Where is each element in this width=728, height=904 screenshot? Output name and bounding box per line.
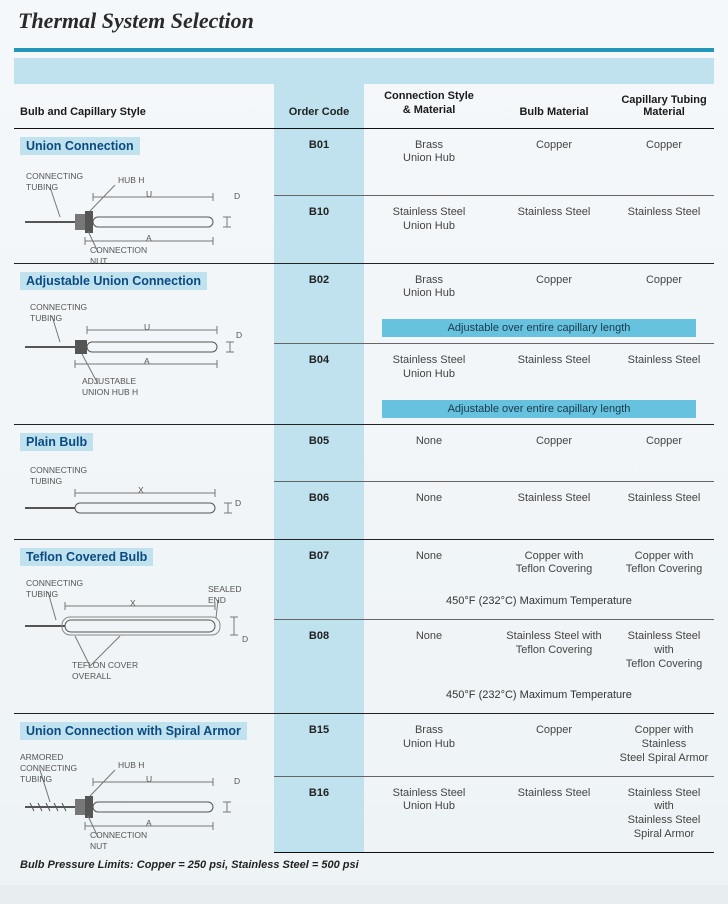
style-heading: Union Connection with Spiral Armor (20, 722, 247, 740)
page: Thermal System Selection Bulb and Capill… (0, 0, 728, 885)
selection-table: Bulb and Capillary Style Order Code Conn… (14, 84, 714, 853)
style-heading: Union Connection (20, 137, 140, 155)
table-row: Union Connection CONNECTINGTUBING HUB H … (14, 128, 714, 196)
note-bar: Adjustable over entire capillary length (382, 319, 697, 337)
style-cell: Plain Bulb CONNECTINGTUBING X D (14, 424, 274, 539)
bulb-cell: Stainless Steel withTeflon Covering (494, 620, 614, 682)
order-code: B05 (274, 424, 364, 482)
footer-note: Bulb Pressure Limits: Copper = 250 psi, … (20, 859, 714, 871)
cap-cell: Stainless Steel withTeflon Covering (614, 620, 714, 682)
bulb-cell: Stainless Steel (494, 776, 614, 852)
note-plain: 450°F (232°C) Maximum Temperature (368, 589, 710, 607)
connection-cell: None (364, 424, 494, 482)
cap-cell: Copper withTeflon Covering (614, 539, 714, 587)
style-cell: Union Connection CONNECTINGTUBING HUB H … (14, 128, 274, 263)
cap-cell: Stainless Steel withStainless Steel Spir… (614, 776, 714, 852)
order-code: B07 (274, 539, 364, 587)
connection-cell: Stainless SteelUnion Hub (364, 344, 494, 392)
cap-cell: Stainless Steel (614, 196, 714, 264)
accent-rule (14, 48, 714, 52)
connection-cell: None (364, 482, 494, 540)
cap-cell: Copper (614, 128, 714, 196)
connection-cell: BrassUnion Hub (364, 714, 494, 776)
style-cell: Adjustable Union Connection CONNECTINGTU… (14, 263, 274, 424)
order-code: B06 (274, 482, 364, 540)
cap-cell: Copper (614, 263, 714, 311)
diagram-adjustable: CONNECTINGTUBING U A D ADJUSTABLEUNION H… (20, 302, 268, 392)
style-heading: Plain Bulb (20, 433, 93, 451)
cap-cell: Copper (614, 424, 714, 482)
cap-cell: Stainless Steel (614, 344, 714, 392)
table-row: Teflon Covered Bulb CONNECTINGTUBING X S… (14, 539, 714, 587)
connection-cell: BrassUnion Hub (364, 128, 494, 196)
diagram-teflon: CONNECTINGTUBING X SEALEDEND D TEFLON CO… (20, 578, 268, 678)
connection-cell: Stainless SteelUnion Hub (364, 776, 494, 852)
table-row: Adjustable Union Connection CONNECTINGTU… (14, 263, 714, 311)
col-header-code: Order Code (274, 84, 364, 128)
header-band (14, 58, 714, 84)
order-code: B04 (274, 344, 364, 392)
order-code: B02 (274, 263, 364, 311)
connection-cell: BrassUnion Hub (364, 263, 494, 311)
order-code: B16 (274, 776, 364, 852)
table-header-row: Bulb and Capillary Style Order Code Conn… (14, 84, 714, 128)
note-bar: Adjustable over entire capillary length (382, 400, 697, 418)
diagram-armor: ARMOREDCONNECTINGTUBING HUB H U A D CONN… (20, 752, 268, 842)
order-code: B08 (274, 620, 364, 682)
col-header-cap: Capillary Tubing Material (614, 84, 714, 128)
bulb-cell: Stainless Steel (494, 344, 614, 392)
cap-cell: Copper with StainlessSteel Spiral Armor (614, 714, 714, 776)
style-cell: Teflon Covered Bulb CONNECTINGTUBING X S… (14, 539, 274, 714)
col-header-style: Bulb and Capillary Style (14, 84, 274, 128)
order-code: B15 (274, 714, 364, 776)
connection-cell: Stainless SteelUnion Hub (364, 196, 494, 264)
style-heading: Teflon Covered Bulb (20, 548, 153, 566)
cap-cell: Stainless Steel (614, 482, 714, 540)
style-heading: Adjustable Union Connection (20, 272, 207, 290)
col-header-bulb: Bulb Material (494, 84, 614, 128)
page-title: Thermal System Selection (18, 8, 714, 34)
table-row: Plain Bulb CONNECTINGTUBING X D B05NoneC… (14, 424, 714, 482)
diagram-plain: CONNECTINGTUBING X D (20, 463, 268, 533)
style-cell: Union Connection with Spiral Armor ARMOR… (14, 714, 274, 852)
bulb-cell: Stainless Steel (494, 482, 614, 540)
connection-cell: None (364, 620, 494, 682)
bulb-cell: Stainless Steel (494, 196, 614, 264)
bulb-cell: Copper (494, 128, 614, 196)
col-header-conn: Connection Style& Material (364, 84, 494, 128)
connection-cell: None (364, 539, 494, 587)
bulb-cell: Copper (494, 263, 614, 311)
note-plain: 450°F (232°C) Maximum Temperature (368, 683, 710, 701)
order-code: B10 (274, 196, 364, 264)
bulb-cell: Copper (494, 714, 614, 776)
bulb-cell: Copper withTeflon Covering (494, 539, 614, 587)
diagram-union: CONNECTINGTUBING HUB H U A D CONNECTIONN… (20, 167, 268, 257)
bulb-cell: Copper (494, 424, 614, 482)
order-code: B01 (274, 128, 364, 196)
table-row: Union Connection with Spiral Armor ARMOR… (14, 714, 714, 776)
